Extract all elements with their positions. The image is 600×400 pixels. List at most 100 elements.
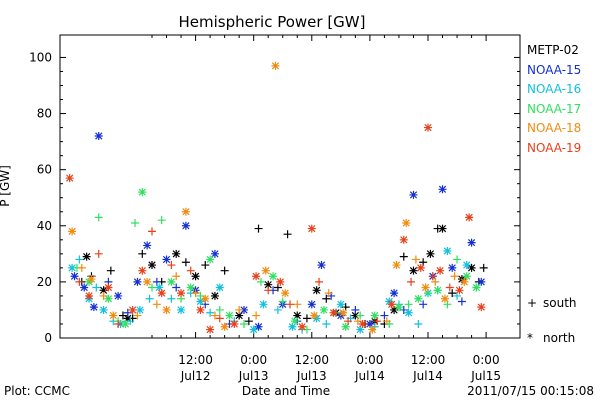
north-point <box>68 263 77 272</box>
north-point <box>409 266 418 275</box>
marker-label: south <box>543 296 577 310</box>
x-axis-label: Date and Time <box>242 384 330 398</box>
south-point <box>283 230 292 239</box>
x-tick-date-label: Jul13 <box>238 369 269 383</box>
x-tick-date-label: Jul15 <box>470 369 501 383</box>
north-point <box>370 311 379 320</box>
south-point <box>191 289 200 298</box>
north-point <box>455 286 464 295</box>
north-point <box>356 325 365 334</box>
north-point <box>390 305 399 314</box>
north-point <box>472 283 481 292</box>
south-point <box>235 305 244 314</box>
legend-entry-metp-02: METP-02 <box>527 43 579 57</box>
north-point <box>402 218 411 227</box>
north-point <box>368 325 377 334</box>
north-point <box>235 311 244 320</box>
x-tick-date-label: Jul12 <box>180 369 211 383</box>
north-point <box>82 252 91 261</box>
plot-credit: Plot: CCMC <box>4 384 70 398</box>
plot-frame <box>59 34 521 339</box>
south-point <box>302 314 311 323</box>
north-point <box>387 300 396 309</box>
y-axis-label: P [GW] <box>0 165 12 207</box>
south-point <box>148 227 156 236</box>
north-point <box>288 322 297 331</box>
north-point <box>392 261 401 270</box>
south-point <box>445 283 454 292</box>
south-point <box>278 297 287 306</box>
marker-legend: + south * north <box>527 296 577 366</box>
north-point <box>465 213 474 222</box>
north-point <box>225 311 234 320</box>
data-points <box>65 61 488 334</box>
north-point <box>312 286 321 295</box>
north-point <box>196 297 205 306</box>
north-point <box>215 283 224 292</box>
x-tick-date-label: Jul13 <box>296 369 327 383</box>
south-point <box>131 218 140 227</box>
north-point <box>89 303 98 312</box>
x-tick-time-label: 0:00 <box>240 353 267 367</box>
north-point <box>162 305 171 314</box>
north-point <box>264 280 273 289</box>
south-point <box>399 252 408 261</box>
north-point <box>269 272 278 281</box>
south-point <box>414 319 423 328</box>
south-point <box>167 294 176 303</box>
north-point <box>128 305 137 314</box>
north-point <box>155 283 164 292</box>
north-point <box>138 188 147 197</box>
north-point <box>230 319 239 328</box>
north-point <box>172 249 181 258</box>
south-point <box>286 300 294 309</box>
x-axis-ticks: 12:00 Jul12 0:00 Jul13 12:00 Jul13 0:00 Jul14 12… <box>151 35 501 383</box>
north-point <box>310 311 319 320</box>
north-point <box>307 224 316 233</box>
south-point <box>273 305 282 314</box>
legend-entry-noaa-16: NOAA-16 <box>527 82 582 96</box>
marker-symbol: + <box>527 296 538 310</box>
north-point <box>206 255 215 264</box>
north-point <box>414 294 423 303</box>
legend-entry-noaa-15: NOAA-15 <box>527 62 582 77</box>
north-point <box>307 300 316 309</box>
north-point <box>409 190 418 199</box>
north-point <box>252 272 261 281</box>
north-point <box>290 317 299 326</box>
y-tick-label: 100 <box>29 50 52 64</box>
series-noaa-19 <box>65 123 486 334</box>
south-point <box>92 283 101 292</box>
south-point <box>201 261 210 270</box>
north-point <box>440 294 449 303</box>
north-point <box>99 286 108 295</box>
north-point <box>358 319 367 328</box>
south-point <box>75 277 84 286</box>
south-point <box>254 224 263 233</box>
north-point <box>210 249 219 258</box>
north-point <box>467 263 476 272</box>
north-point <box>68 227 77 236</box>
north-point <box>80 283 89 292</box>
south-point <box>419 300 428 309</box>
north-point <box>438 185 447 194</box>
north-point <box>460 277 469 286</box>
north-point <box>426 249 435 258</box>
north-point <box>249 325 258 334</box>
south-point <box>256 277 265 286</box>
south-point <box>210 311 219 320</box>
x-tick-time-label: 0:00 <box>473 353 500 367</box>
marker-legend-south: + south <box>527 296 577 331</box>
north-point <box>87 275 96 284</box>
north-point <box>339 308 348 317</box>
marker-legend-north: * north <box>527 331 577 366</box>
north-point <box>254 322 263 331</box>
north-point <box>462 261 471 270</box>
north-point <box>421 283 430 292</box>
north-point <box>186 283 195 292</box>
south-point <box>138 249 147 258</box>
south-point <box>181 258 190 267</box>
south-point <box>94 249 103 258</box>
south-point <box>479 263 488 272</box>
north-point <box>99 305 108 314</box>
